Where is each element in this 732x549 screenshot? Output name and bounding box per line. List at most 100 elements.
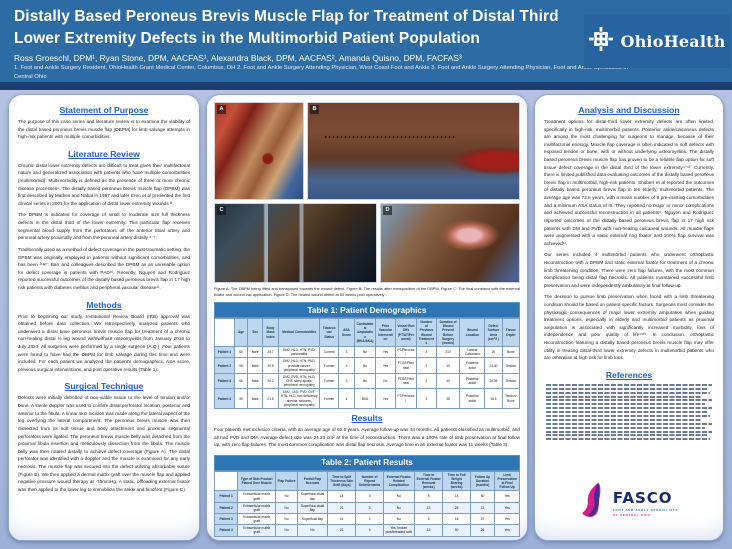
table-cell: Lateral Calcaneus	[459, 346, 486, 359]
reference-line	[546, 403, 706, 406]
table-cell: 8	[413, 490, 444, 503]
table-row: Patient 2 58 Male 29.8 DM2, HLD, HTN, PVD, p…	[214, 357, 521, 374]
table-cell: Yes	[494, 524, 520, 537]
table-cell: DM2, HLD, HTN, PVD, prostate cancer, per…	[278, 357, 321, 374]
table-cell: No	[275, 490, 299, 503]
technique-text: Defects were initially debrided of non-v…	[18, 395, 190, 492]
table-cell: 13	[413, 501, 444, 514]
reference-line	[546, 422, 712, 425]
column-header: Time to Full Weight Bearing (weeks)	[442, 470, 471, 492]
results-text: Four patients met inclusion criteria, wi…	[214, 426, 520, 448]
literature-paragraphs: Chronic distal lower extremity defects a…	[18, 162, 190, 296]
table-cell: Yes	[494, 512, 520, 526]
table-cell: 4	[355, 524, 384, 537]
table-cell: DM2, CKD, PVD, DVT, HTN, HLD, iron defic…	[278, 388, 321, 409]
table-cell: 2	[415, 346, 437, 359]
poster-header: Distally Based Peroneus Brevis Muscle Fl…	[0, 0, 732, 82]
table-cell: 50	[442, 524, 471, 537]
table-cell: 210	[435, 346, 461, 359]
table-cell: 14	[326, 490, 357, 503]
table-cell: Yes	[375, 357, 396, 374]
table-cell: Former	[319, 357, 339, 374]
table-cell: Extracellular matrix graft	[237, 490, 277, 503]
column-header: Sex	[247, 318, 264, 348]
reference-line	[546, 415, 711, 418]
table-cell: Tendon	[501, 357, 521, 374]
column-header: Medical Comorbidities	[278, 318, 321, 348]
column-header: Follow Up Duration (months)	[469, 470, 496, 492]
paragraph: Treatment options for distal-third lower…	[544, 119, 714, 246]
row-label: Patient 3	[214, 372, 235, 390]
references-heading: References	[605, 369, 653, 380]
column-header	[213, 470, 239, 492]
column-header: External Fixator Related Complication	[382, 470, 415, 492]
reference-line	[546, 407, 712, 410]
fasco-logo: FASCO FOOT AND ANKLE SPECIALISTS OF CENT…	[544, 481, 714, 534]
table-cell: 60	[233, 346, 249, 359]
column-header: Age	[233, 318, 249, 348]
table-cell: 26	[469, 524, 496, 537]
reference-line	[546, 387, 708, 390]
right-column-panel: Analysis and Discussion Treatment option…	[534, 94, 724, 541]
table-cell: DM2, PVD, HTN, HLD, CHF, sleep apnea, pe…	[278, 372, 321, 390]
table-cell: Yes	[494, 490, 520, 503]
table-cell: No	[275, 524, 299, 537]
table-cell: PT/AT/Peroneal	[394, 357, 417, 374]
table-cell: 28	[442, 501, 471, 514]
table-cell: DM2, HLD, HTN, PVD, pancreatitis	[278, 346, 321, 359]
column-header: ASA Score	[337, 318, 355, 348]
table-row: Patient 2 Extracellular matrix graft No Sup…	[213, 501, 520, 514]
figure-caption: Figure A: The DBPM being lifted and tran…	[214, 286, 520, 298]
analysis-paragraphs: Treatment options for distal-third lower…	[544, 118, 714, 366]
column-header: Body Mass Index	[262, 318, 280, 348]
row-label: Patient 3	[213, 512, 239, 526]
column-header: Time to External Fixator Removal (weeks)	[413, 470, 444, 492]
table-cell: No	[353, 357, 377, 374]
middle-column-panel: A B C D Figure A: The DBPM being lifted …	[206, 94, 528, 541]
table2-title: Table 2: Patient Results	[214, 454, 520, 471]
table-cell: No	[297, 524, 328, 537]
table-cell: Yes	[375, 388, 396, 409]
paragraph: The decision to pursue limb preservation…	[544, 294, 714, 361]
table-row: Patient 3 65 Male 26.2 DM2, PVD, HTN, HLD, C…	[214, 372, 521, 390]
table-cell: No	[382, 490, 415, 503]
column-header: Type of Skin Product Placed Over Muscle	[237, 470, 277, 492]
authors-line: Ross Groeschl, DPM¹, Ryan Stone, DPM, AA…	[14, 53, 462, 63]
table-cell: 60	[469, 490, 496, 503]
table-cell: Yes	[375, 346, 396, 359]
figure-d-photo: D	[380, 203, 520, 283]
figure-c-label: C	[217, 206, 226, 215]
table-cell: Bone	[501, 346, 521, 359]
fasco-name: FASCO	[612, 488, 673, 507]
poster-title: Distally Based Peroneus Brevis Muscle Fl…	[14, 8, 559, 48]
table-cell: 3	[355, 501, 384, 514]
table-cell: 3	[415, 372, 437, 390]
table-cell: 14	[442, 490, 471, 503]
row-label: Patient 2	[213, 501, 239, 514]
column-header: Time to Split Thickness Skin Graft (days…	[326, 470, 357, 492]
reference-line	[546, 383, 712, 386]
row-label: Patient 4	[214, 388, 235, 409]
table-cell: Yes, broken pins/threaded rods	[382, 524, 415, 537]
table-cell: 2	[355, 512, 384, 526]
table-row: Patient 1 Extracellular matrix graft No Sup…	[213, 490, 520, 503]
reference-line	[546, 426, 706, 429]
reference-line	[546, 418, 703, 421]
reference-line	[546, 430, 712, 433]
table-cell: 58	[233, 357, 249, 374]
table-cell: No	[353, 346, 377, 359]
column-header: Duration of Wound Present Before Surgery…	[435, 318, 461, 348]
figure-b-label: B	[310, 105, 319, 114]
table-cell: Tendon	[501, 372, 521, 390]
fasco-foot-icon	[580, 481, 606, 526]
reference-line	[546, 438, 711, 441]
table-cell: Male	[247, 372, 264, 390]
figure-a-photo: A	[214, 102, 304, 200]
paragraph: The DPBM is indicated for coverage of sm…	[18, 212, 190, 241]
affiliations-line: 1. Foot and Ankle Surgery Resident, Ohio…	[14, 65, 629, 80]
column-header: Partial Flap Necrosis	[297, 470, 328, 492]
table-cell: 18	[442, 512, 471, 526]
column-header: Prior Vascular Intervention	[375, 318, 396, 348]
table-cell: No	[275, 501, 299, 514]
